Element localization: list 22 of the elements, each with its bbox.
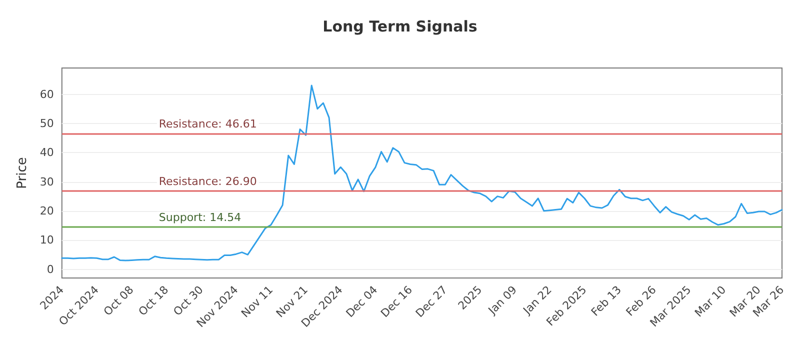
y-tick-label: 0	[46, 262, 54, 276]
ref-line-label: Resistance: 26.90	[158, 174, 257, 188]
y-tick-label: 30	[40, 175, 54, 188]
x-tick-label: Oct 18	[136, 283, 172, 318]
y-tick-label: 20	[40, 204, 54, 218]
x-tick-label: Nov 11	[238, 283, 276, 320]
x-tick-label: Dec 04	[344, 283, 380, 320]
y-tick-label: 50	[40, 116, 54, 130]
line-series	[61, 84, 783, 262]
y-tick-label: 60	[40, 88, 54, 101]
y-axis-title: Price	[15, 157, 30, 189]
x-tick-label: Feb 13	[588, 283, 624, 319]
x-tick-label: Dec 27	[413, 283, 450, 320]
chart-title: Long Term Signals	[322, 18, 478, 36]
y-tick-label: 40	[40, 146, 54, 160]
x-tick-label: Jan 09	[485, 283, 520, 318]
ref-line-label: Support: 14.54	[158, 210, 242, 224]
x-tick-label: Oct 08	[101, 283, 136, 318]
y-tick-label: 10	[40, 234, 54, 247]
x-tick-label: Mar 10	[692, 283, 729, 320]
ref-line-label: Resistance: 46.61	[158, 117, 257, 130]
x-tick-label: Dec 16	[378, 283, 415, 320]
